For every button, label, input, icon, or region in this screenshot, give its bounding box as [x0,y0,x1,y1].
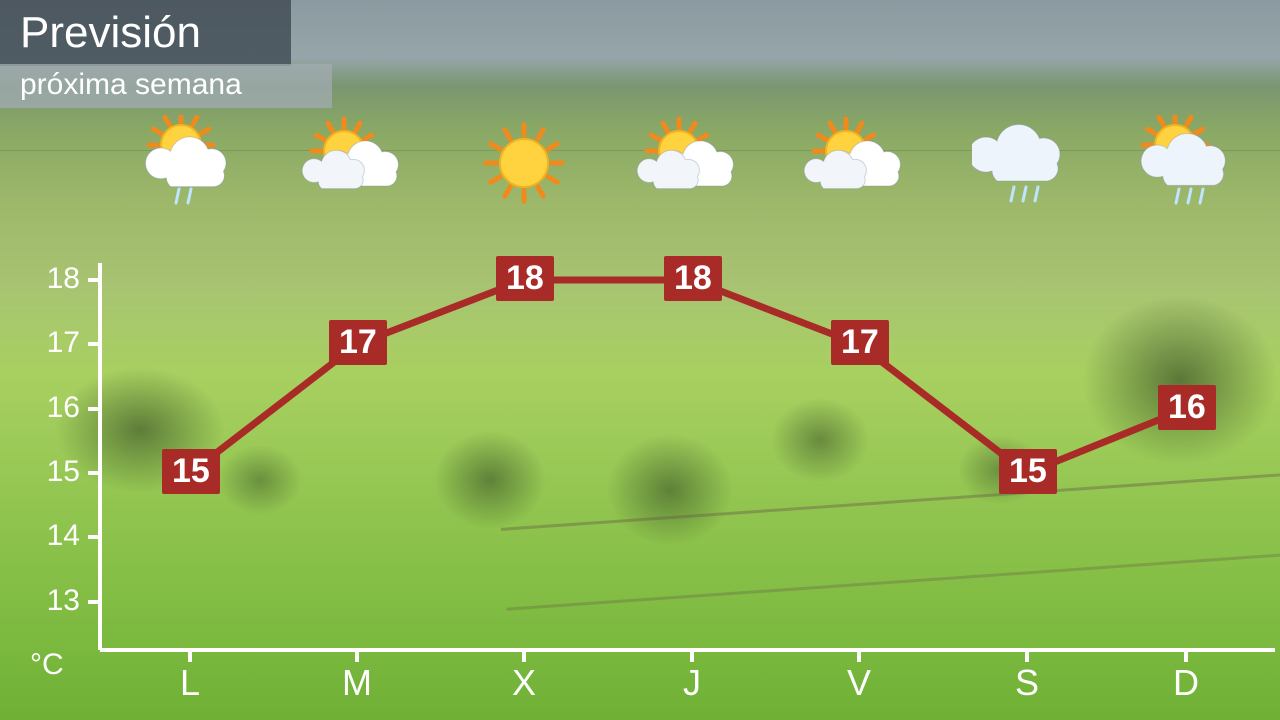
temp-value: 17 [329,320,387,365]
sun-cloud-icon [804,115,914,220]
temp-value: 16 [1158,385,1216,430]
unit-label: °C [30,648,64,682]
temp-value: 15 [162,449,220,494]
sun-cloud-icon [637,115,747,220]
y-axis-label: 13 [30,584,80,618]
sun-cloud-light-rain-icon [135,115,245,220]
forecast-chart [0,0,1280,720]
day-label: J [662,662,722,704]
y-axis-label: 18 [30,262,80,296]
day-label: D [1156,662,1216,704]
day-label: V [829,662,889,704]
day-label: S [997,662,1057,704]
y-axis-label: 14 [30,519,80,553]
y-axis-label: 15 [30,455,80,489]
sun-cloud-rain-icon [1131,115,1241,220]
temp-value: 18 [664,256,722,301]
temp-value: 17 [831,320,889,365]
cloud-rain-icon [972,115,1082,220]
sun-icon [469,115,579,220]
y-axis-label: 17 [30,326,80,360]
temp-value: 15 [999,449,1057,494]
day-label: L [160,662,220,704]
day-label: X [494,662,554,704]
temp-value: 18 [496,256,554,301]
day-label: M [327,662,387,704]
y-axis-label: 16 [30,391,80,425]
sun-cloud-icon [302,115,412,220]
